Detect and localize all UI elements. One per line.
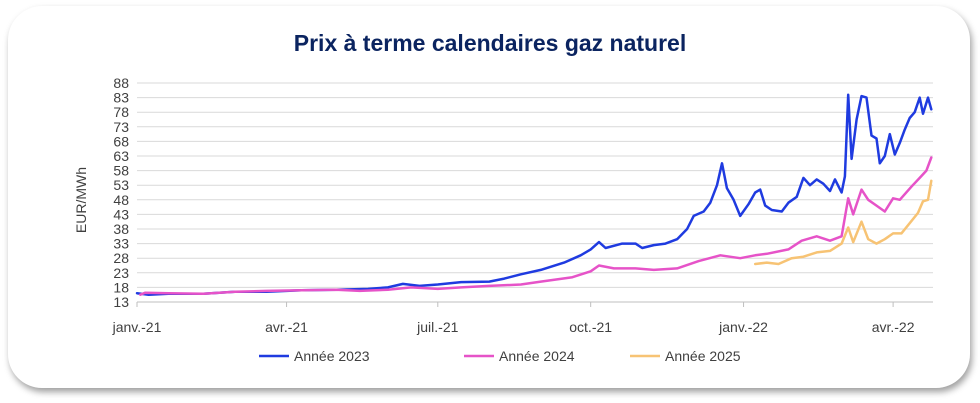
- y-tick-label: 48: [113, 192, 129, 208]
- y-tick-label: 18: [113, 279, 129, 295]
- x-tick-label: avr.-21: [265, 319, 308, 335]
- gridlines: [137, 82, 933, 303]
- legend-label-1: Année 2023: [294, 348, 370, 364]
- series-line-1: [135, 93, 933, 296]
- chart-title: Prix à terme calendaires gaz naturel: [293, 30, 687, 56]
- y-tick-label: 43: [113, 206, 129, 222]
- x-tick-label: janv.-22: [718, 319, 768, 335]
- legend-label-2: Année 2024: [499, 348, 575, 364]
- legend-label-3: Année 2025: [665, 348, 741, 364]
- x-tick-label: avr.-22: [872, 319, 915, 335]
- y-tick-label: 68: [113, 133, 129, 149]
- y-tick-label: 58: [113, 163, 129, 179]
- chart-card: [8, 6, 970, 388]
- x-tick-label: janv.-21: [112, 319, 162, 335]
- y-tick-label: 23: [113, 265, 129, 281]
- y-tick-label: 83: [113, 90, 129, 106]
- plot-area: [135, 93, 933, 296]
- y-tick-label: 33: [113, 236, 129, 252]
- y-tick-label: 28: [113, 250, 129, 266]
- y-tick-label: 13: [113, 294, 129, 310]
- y-tick-label: 73: [113, 119, 129, 135]
- x-tick-label: juil.-21: [416, 319, 458, 335]
- series-line-3: [753, 179, 933, 266]
- x-tick-label: oct.-21: [569, 319, 612, 335]
- y-tick-label: 88: [113, 75, 129, 91]
- y-tick-label: 78: [113, 104, 129, 120]
- y-tick-label: 63: [113, 148, 129, 164]
- y-tick-label: 53: [113, 177, 129, 193]
- x-axis: janv.-21 avr.-21 juil.-21 oct.-21 janv.-22 av…: [112, 301, 933, 335]
- y-axis-label: EUR/MWh: [73, 167, 89, 233]
- series-line-2: [139, 156, 933, 296]
- legend: Année 2023 Année 2024 Année 2025: [259, 348, 741, 364]
- y-tick-label: 38: [113, 221, 129, 237]
